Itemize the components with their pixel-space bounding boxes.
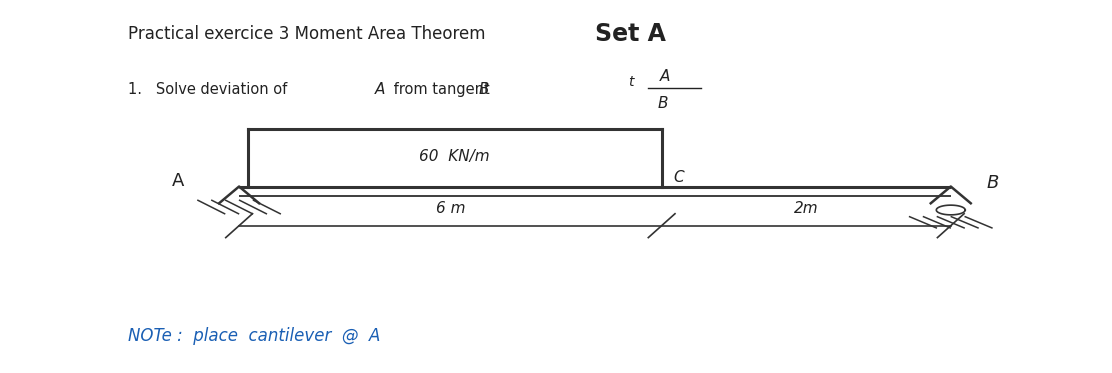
Text: A: A bbox=[659, 69, 669, 84]
Text: Set A: Set A bbox=[595, 22, 666, 46]
Text: B: B bbox=[986, 174, 1000, 192]
Text: from tangent: from tangent bbox=[389, 82, 495, 97]
Text: 2m: 2m bbox=[794, 201, 818, 216]
Text: B: B bbox=[657, 96, 667, 111]
Text: C: C bbox=[673, 170, 684, 185]
Text: A: A bbox=[171, 172, 185, 190]
Text: B: B bbox=[478, 82, 488, 97]
Text: NOTe :  place  cantilever  @  A: NOTe : place cantilever @ A bbox=[128, 327, 380, 345]
Text: t: t bbox=[628, 75, 634, 89]
Text: Practical exercice 3 Moment Area Theorem: Practical exercice 3 Moment Area Theorem bbox=[128, 25, 490, 43]
Text: 60  KN/m: 60 KN/m bbox=[419, 149, 490, 164]
Text: 6 m: 6 m bbox=[436, 201, 465, 216]
Text: 1.   Solve deviation of: 1. Solve deviation of bbox=[128, 82, 291, 97]
Text: A: A bbox=[375, 82, 385, 97]
